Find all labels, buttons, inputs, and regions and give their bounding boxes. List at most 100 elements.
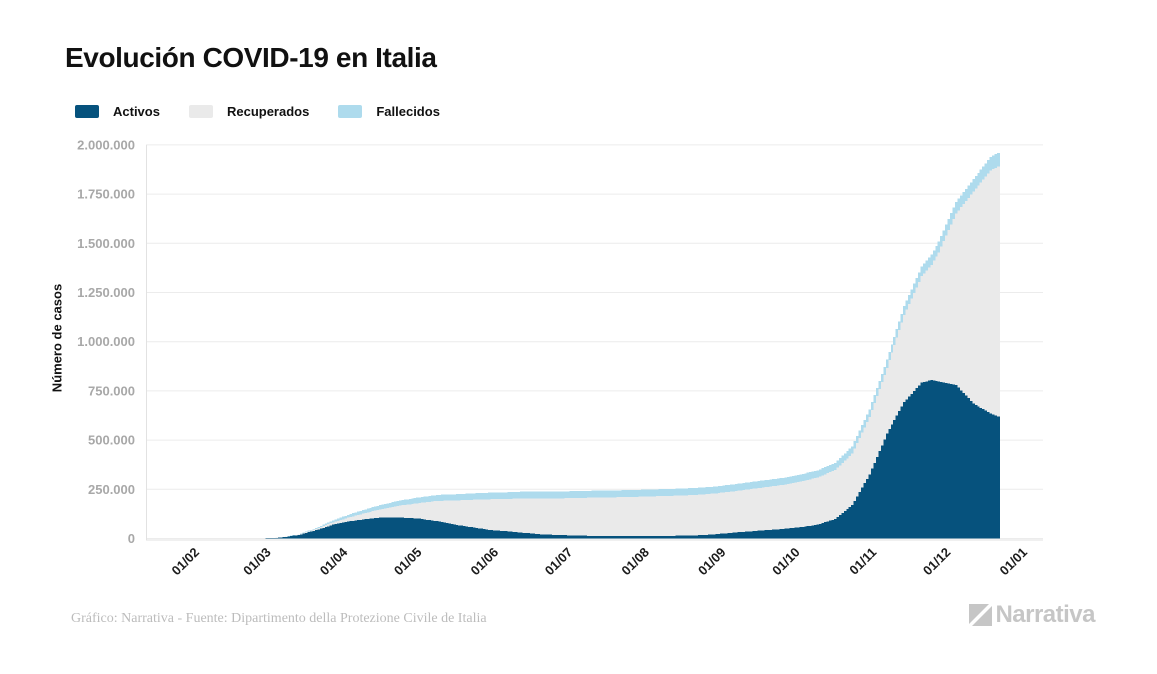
bar-activos: [586, 535, 590, 539]
bar-activos: [861, 487, 864, 539]
bar-recuperados: [969, 194, 973, 401]
bar-activos: [777, 529, 780, 539]
bar-fallecidos: [322, 524, 326, 527]
bar-recuperados: [401, 505, 405, 518]
bar-fallecidos: [564, 491, 568, 499]
x-tick-label: 01/12: [920, 545, 954, 579]
bar-activos: [856, 496, 860, 539]
bar-fallecidos: [972, 179, 976, 192]
bar-activos: [413, 518, 417, 539]
bar-fallecidos: [791, 475, 795, 483]
bar-activos: [589, 535, 593, 539]
bar-fallecidos: [579, 491, 583, 498]
bar-fallecidos: [351, 513, 355, 517]
legend-swatch-fallecidos: [338, 105, 363, 118]
legend-item-recuperados: Recuperados: [188, 104, 309, 119]
bar-activos: [534, 533, 538, 539]
bar-recuperados: [314, 528, 318, 531]
bar-recuperados: [920, 276, 924, 383]
bar-fallecidos: [947, 218, 951, 231]
bar-activos: [490, 530, 494, 539]
bar-recuperados: [309, 530, 313, 532]
bar-fallecidos: [515, 491, 518, 499]
bar-recuperados: [959, 207, 963, 391]
bar-recuperados: [302, 532, 306, 534]
bar-recuperados: [549, 498, 553, 535]
bar-recuperados: [913, 292, 916, 391]
bar-recuperados: [710, 493, 714, 535]
bar-recuperados: [322, 526, 326, 528]
bar-fallecidos: [586, 490, 590, 498]
bar-activos: [292, 535, 296, 539]
bar-recuperados: [957, 210, 961, 388]
bar-activos: [791, 527, 795, 539]
bar-recuperados: [564, 498, 568, 536]
bar-recuperados: [910, 298, 914, 394]
bar-fallecidos: [675, 488, 679, 496]
bar-fallecidos: [841, 455, 845, 463]
bar-recuperados: [824, 474, 827, 523]
bar-recuperados: [945, 235, 949, 384]
bar-recuperados: [398, 505, 402, 518]
bar-activos: [626, 536, 630, 539]
bar-recuperados: [935, 256, 939, 382]
bar-activos: [932, 380, 936, 539]
bar-activos: [784, 528, 788, 539]
bar-activos: [705, 534, 709, 539]
bar-fallecidos: [643, 489, 647, 497]
bar-activos: [824, 522, 827, 539]
bar-activos: [515, 532, 518, 539]
bar-fallecidos: [989, 157, 993, 171]
bar-activos: [356, 520, 360, 539]
bar-fallecidos: [438, 494, 442, 501]
bar-fallecidos: [319, 525, 323, 528]
bar-fallecidos: [786, 476, 790, 484]
bar-recuperados: [646, 496, 649, 537]
bar-fallecidos: [379, 505, 383, 510]
bar-recuperados: [685, 495, 689, 536]
bar-activos: [638, 536, 642, 539]
bar-recuperados: [599, 497, 602, 536]
bar-activos: [816, 524, 820, 539]
bar-fallecidos: [873, 395, 877, 403]
bar-recuperados: [574, 497, 578, 536]
bar-recuperados: [596, 497, 600, 536]
bar-recuperados: [732, 491, 736, 533]
bar-activos: [930, 379, 934, 539]
bar-recuperados: [458, 500, 462, 526]
bar-activos: [285, 536, 289, 539]
bar-activos: [584, 535, 588, 539]
bar-recuperados: [339, 520, 343, 524]
bar-activos: [507, 531, 511, 539]
bar-activos: [527, 533, 531, 539]
bar-fallecidos: [878, 380, 882, 389]
bar-fallecidos: [997, 152, 1000, 167]
bar-recuperados: [554, 498, 558, 535]
bar-recuperados: [431, 501, 434, 521]
bar-recuperados: [631, 496, 635, 537]
bar-fallecidos: [747, 482, 751, 490]
bar-fallecidos: [700, 487, 704, 495]
bar-fallecidos: [562, 491, 565, 499]
bar-activos: [369, 518, 373, 539]
bar-recuperados: [693, 495, 696, 536]
bar-recuperados: [364, 513, 368, 520]
bar-fallecidos: [638, 489, 642, 497]
bar-fallecidos: [569, 491, 573, 499]
bar-recuperados: [334, 521, 338, 525]
bar-fallecidos: [428, 495, 432, 502]
bar-activos: [838, 515, 842, 539]
bar-recuperados: [838, 465, 842, 516]
bar-recuperados: [522, 498, 526, 533]
bar-fallecidos: [544, 491, 548, 499]
bar-activos: [272, 537, 276, 539]
bar-recuperados: [752, 488, 756, 532]
bar-activos: [868, 474, 872, 539]
bar-activos: [376, 517, 380, 539]
bar-fallecidos: [932, 250, 936, 261]
bar-recuperados: [769, 486, 773, 530]
bar-activos: [819, 523, 822, 539]
bar-fallecidos: [482, 492, 486, 500]
bar-fallecidos: [922, 263, 926, 274]
bar-recuperados: [655, 496, 659, 536]
